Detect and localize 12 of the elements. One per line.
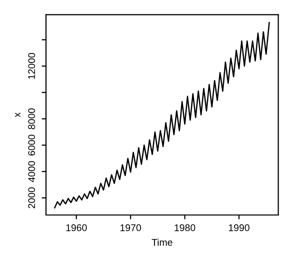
x-tick-label: 1980 [174,224,196,232]
x-tick-label: 1990 [228,224,250,232]
y-tick-label: 2000 [28,187,36,208]
line-series [54,22,270,208]
x-tick-label: 1960 [66,224,87,232]
y-tick-label: 6000 [28,134,36,156]
y-tick-label: 4000 [28,161,36,182]
y-tick-label: 12000 [28,52,36,79]
x-axis-title: Time [152,238,172,246]
y-tick-label: 8000 [28,108,36,130]
x-tick-label: 1970 [120,224,142,232]
y-axis-title: x [15,112,20,118]
